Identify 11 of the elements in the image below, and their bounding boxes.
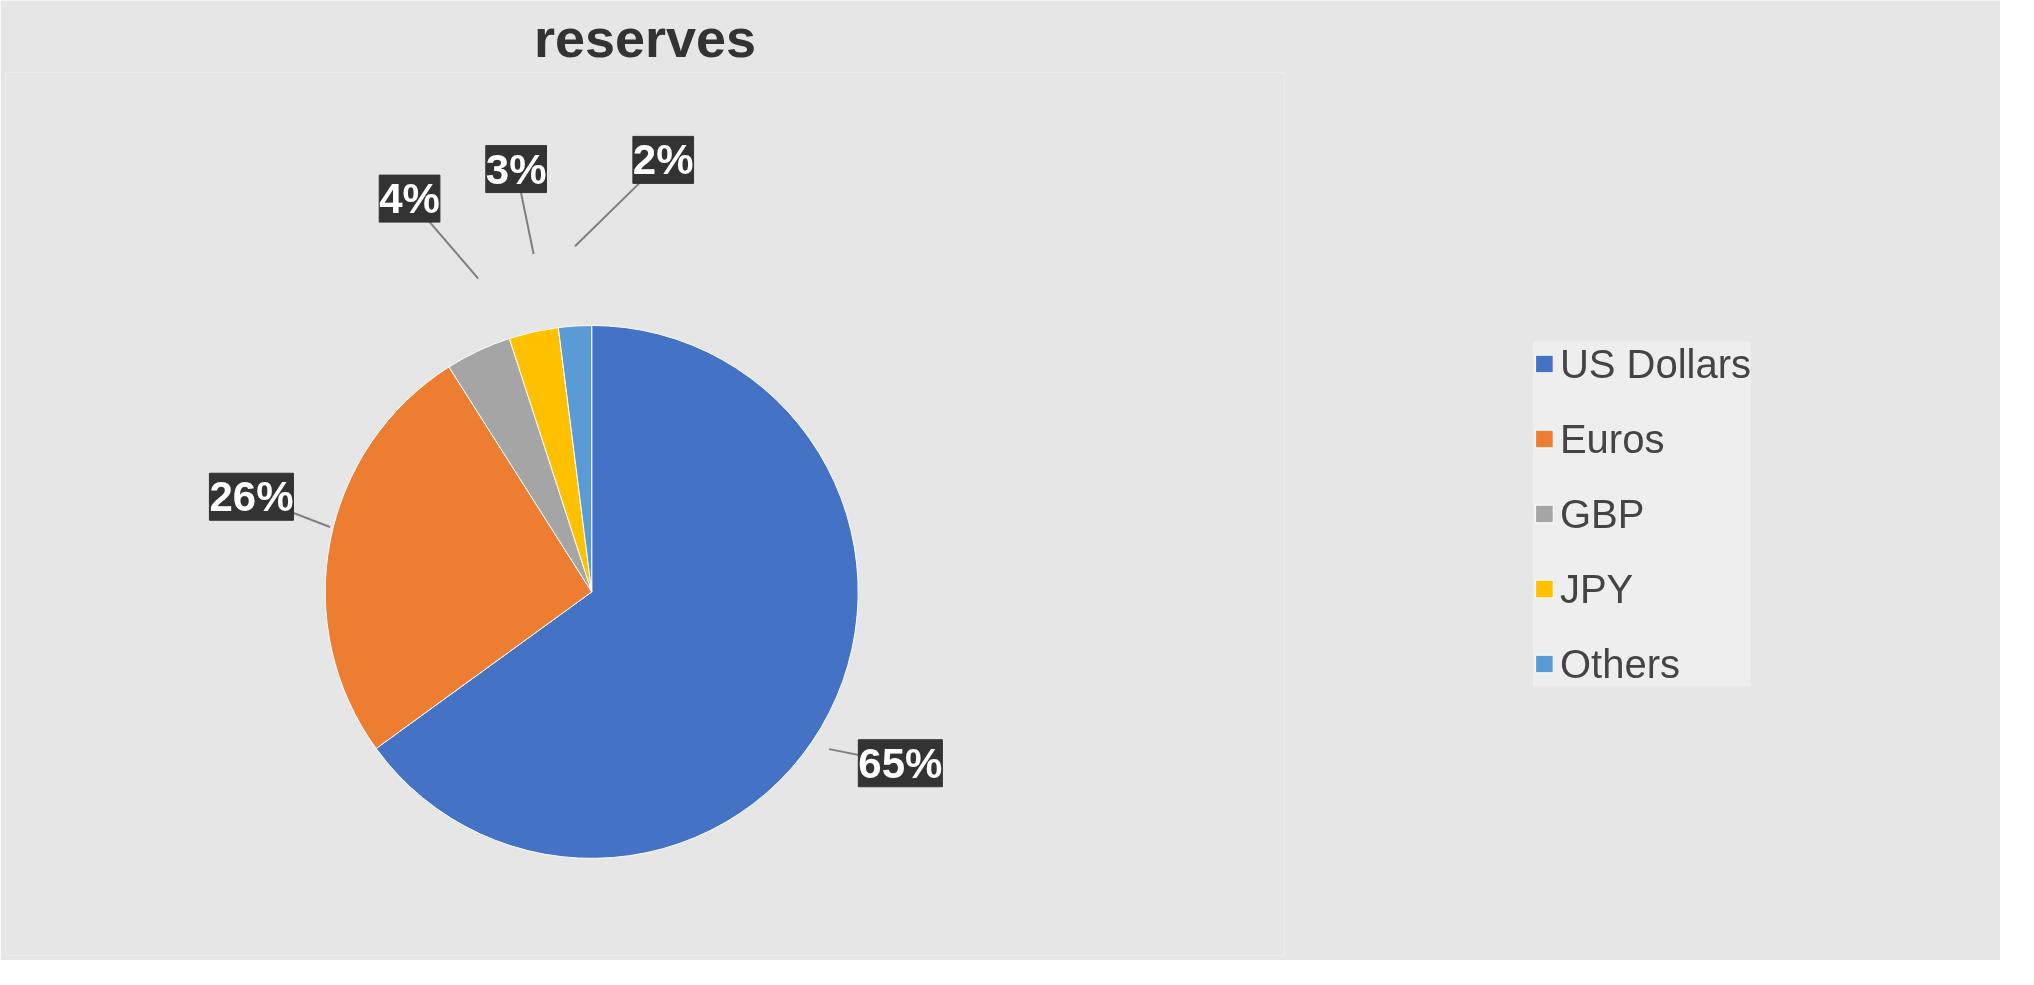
legend-label: Euros [1559,416,1665,461]
chart-title: reserves [533,7,757,68]
legend-label: JPY [1559,566,1634,611]
legend-label: US Dollars [1559,341,1752,386]
legend-label: GBP [1559,491,1645,536]
data-label: 2% [632,136,694,184]
data-label: 65% [858,739,943,787]
legend-label: Others [1559,641,1680,686]
data-label: 4% [379,175,440,223]
data-label: 3% [485,145,547,193]
data-label: 26% [209,473,294,521]
